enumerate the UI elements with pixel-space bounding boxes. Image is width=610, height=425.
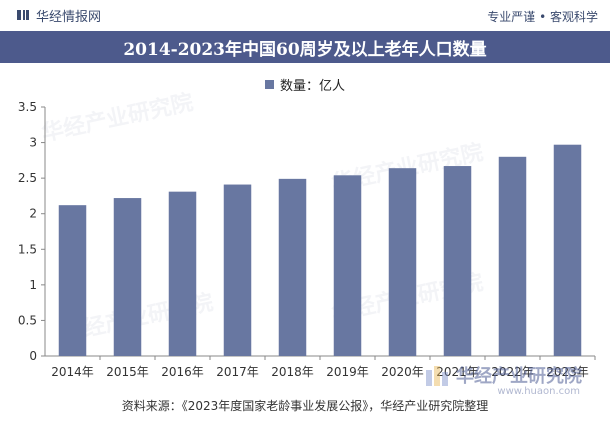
y-tick-label: 2 bbox=[29, 207, 37, 221]
x-tick-label: 2019年 bbox=[326, 365, 369, 379]
header-bar: 华经情报网 专业严谨 • 客观科学 bbox=[0, 0, 610, 30]
brand-name: 华经情报网 bbox=[36, 9, 102, 25]
brand[interactable]: 华经情报网 bbox=[16, 7, 102, 25]
y-tick-label: 0.5 bbox=[18, 313, 37, 327]
watermark-logo-text: 华经产业研究院 bbox=[456, 366, 582, 387]
legend-label: 数量：亿人 bbox=[279, 79, 345, 94]
bar bbox=[443, 166, 472, 356]
y-tick-label: 0 bbox=[29, 349, 37, 363]
bar bbox=[113, 198, 142, 356]
bar bbox=[58, 205, 87, 356]
x-tick-label: 2023年 bbox=[546, 365, 589, 379]
x-tick-label: 2021年 bbox=[436, 365, 479, 379]
y-tick-label: 3.5 bbox=[18, 100, 37, 114]
x-tick-label: 2015年 bbox=[106, 365, 149, 379]
tagline: 专业严谨 • 客观科学 bbox=[487, 10, 598, 24]
y-tick-label: 1 bbox=[29, 278, 37, 292]
title-bar: 2014-2023年中国60周岁及以上老年人口数量 bbox=[0, 31, 610, 63]
y-tick-label: 1.5 bbox=[18, 242, 37, 256]
y-tick-label: 3 bbox=[29, 136, 37, 150]
y-tick-label: 2.5 bbox=[18, 171, 37, 185]
bar bbox=[168, 191, 197, 356]
watermark-logo: 华经产业研究院 bbox=[424, 362, 582, 388]
x-tick-label: 2014年 bbox=[51, 365, 94, 379]
chart-title: 2014-2023年中国60周岁及以上老年人口数量 bbox=[123, 39, 487, 60]
bar bbox=[388, 168, 417, 356]
x-tick-label: 2018年 bbox=[271, 365, 314, 379]
x-tick-label: 2017年 bbox=[216, 365, 259, 379]
bar bbox=[498, 156, 527, 356]
x-tick-label: 2022年 bbox=[491, 365, 534, 379]
x-tick-label: 2020年 bbox=[381, 365, 424, 379]
source-note: 资料来源：《2023年度国家老龄事业发展公报》，华经产业研究院整理 bbox=[121, 399, 489, 413]
watermark-logo-icon bbox=[426, 366, 448, 386]
x-tick-label: 2016年 bbox=[161, 365, 204, 379]
legend-swatch bbox=[264, 80, 274, 89]
legend: 数量：亿人 bbox=[0, 75, 610, 94]
watermark-url: www.huaon.com bbox=[497, 386, 580, 397]
bar bbox=[223, 184, 252, 356]
bar bbox=[278, 178, 307, 356]
bar bbox=[333, 175, 362, 356]
brand-logo-icon bbox=[17, 10, 29, 20]
bar bbox=[553, 144, 582, 356]
